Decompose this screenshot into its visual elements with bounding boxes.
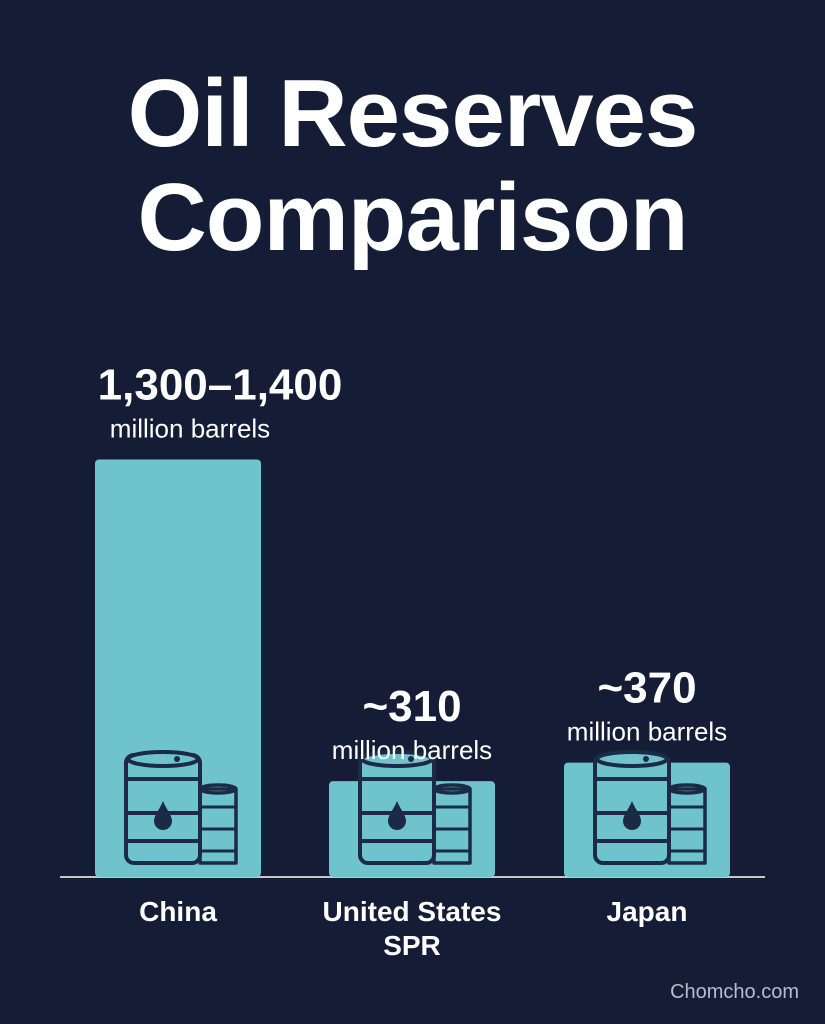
oil-barrel-icon [124, 750, 238, 865]
data-label: 1,300–1,400 [98, 360, 343, 409]
unit-label: million barrels [110, 413, 270, 443]
watermark: Chomcho.com [670, 981, 799, 1003]
unit-label: million barrels [567, 717, 727, 747]
category-label: SPR [383, 930, 441, 961]
oil-barrel-icon [593, 750, 707, 865]
oil-drop-icon [154, 801, 172, 830]
data-label: ~370 [597, 664, 696, 713]
oil-drop-icon [388, 801, 406, 830]
data-label: ~310 [362, 682, 461, 731]
chart-title: Oil Reserves Comparison [127, 60, 699, 271]
category-label: Japan [607, 896, 688, 927]
main-barrel [593, 750, 671, 865]
category-label: United States [323, 896, 502, 927]
oil-barrel-icon [358, 750, 472, 865]
unit-label: million barrels [332, 735, 492, 765]
main-barrel [124, 750, 202, 865]
oil-drop-icon [623, 801, 641, 830]
main-barrel [358, 750, 436, 865]
category-label: China [139, 896, 217, 927]
